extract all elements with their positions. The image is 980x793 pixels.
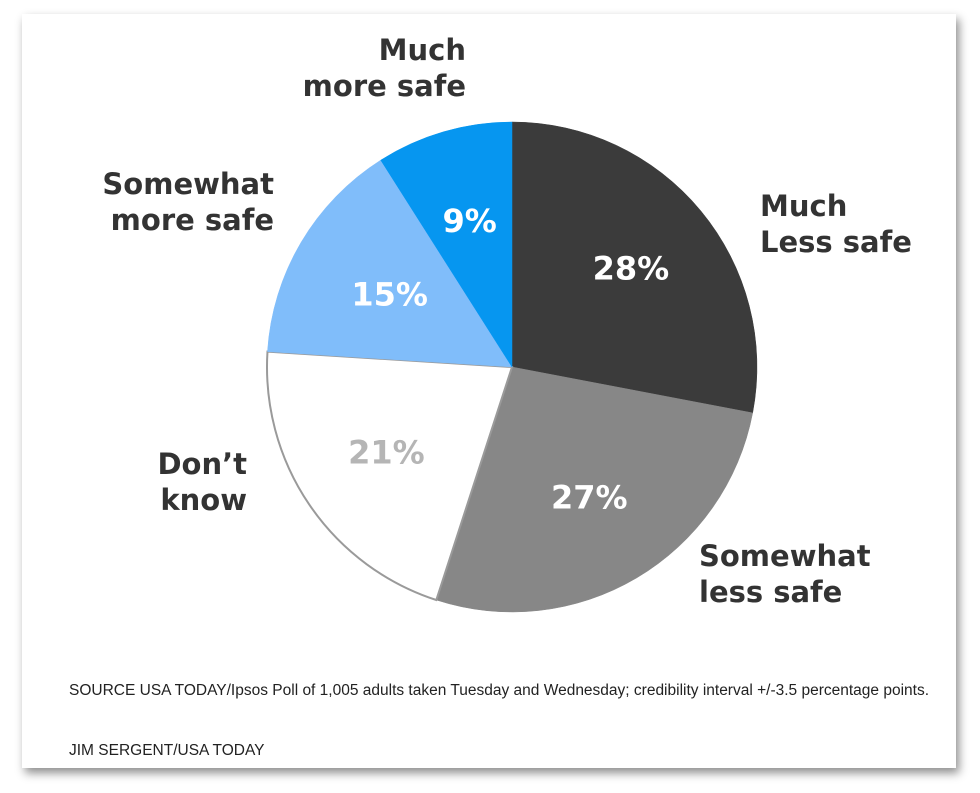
slice-category-label-4: Somewhat more safe	[102, 167, 274, 237]
slice-category-label-3: Don’t know	[157, 447, 247, 517]
pie-slice-2	[435, 366, 753, 613]
slice-category-label-line: more safe	[111, 203, 274, 237]
source-note: SOURCE USA TODAY/Ipsos Poll of 1,005 adu…	[69, 682, 930, 699]
slice-category-label-line: know	[160, 483, 247, 517]
pie-slice-3	[266, 350, 514, 602]
slice-category-label-line: less safe	[699, 575, 842, 609]
slice-value-label-3: 21%	[348, 433, 425, 471]
slice-value-label-2: 27%	[551, 479, 628, 517]
slice-category-label-line: Much	[379, 33, 466, 67]
slice-category-label-line: Less safe	[760, 225, 912, 259]
slice-category-label-line: more safe	[303, 69, 466, 103]
slice-category-label-1: Much Less safe	[760, 189, 912, 259]
slice-category-label-line: Don’t	[157, 447, 247, 481]
slice-category-label-2: Somewhat less safe	[699, 539, 871, 609]
slice-value-label-4: 15%	[351, 276, 428, 314]
slice-category-label-line: Much	[760, 189, 847, 223]
credit-line: JIM SERGENT/USA TODAY	[69, 742, 265, 759]
chart-card: 28% 27% 21% 15% 9% Much Less safe Somewhat less …	[22, 14, 956, 768]
slice-category-label-5: Much more safe	[303, 33, 466, 103]
pie-slice-4	[267, 159, 513, 368]
pie-slice-5	[380, 121, 513, 368]
slice-category-label-line: Somewhat	[699, 539, 871, 573]
slice-category-label-line: Somewhat	[102, 167, 274, 201]
slice-value-label-5: 9%	[442, 202, 496, 240]
slice-value-label-1: 28%	[593, 250, 670, 288]
pie-slice-1	[511, 121, 758, 414]
